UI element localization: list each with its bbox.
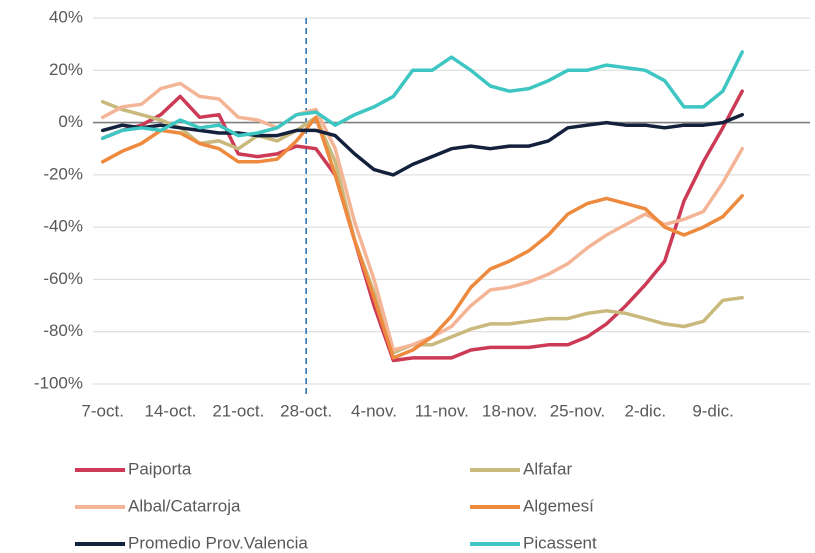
x-tick-label: 4-nov. <box>351 401 397 420</box>
y-tick-label: -80% <box>43 321 83 340</box>
legend-label: Promedio Prov.Valencia <box>128 533 308 552</box>
x-tick-label: 2-dic. <box>624 401 666 420</box>
x-tick-label: 28-oct. <box>280 401 332 420</box>
legend-label: Picassent <box>523 533 597 552</box>
y-tick-label: 20% <box>49 60 83 79</box>
y-tick-label: -40% <box>43 217 83 236</box>
y-tick-label: 40% <box>49 7 83 26</box>
x-tick-label: 21-oct. <box>212 401 264 420</box>
legend-label: Albal/Catarroja <box>128 496 241 515</box>
legend-label: Algemesí <box>523 496 594 515</box>
y-tick-label: 0% <box>58 112 83 131</box>
series-line <box>100 89 744 363</box>
x-tick-label: 11-nov. <box>415 401 469 420</box>
y-tick-label: -100% <box>34 373 83 392</box>
y-tick-label: -20% <box>43 164 83 183</box>
series-line <box>100 115 744 360</box>
legend-label: Alfafar <box>523 459 572 478</box>
series-line <box>100 50 744 141</box>
x-tick-label: 7-oct. <box>81 401 124 420</box>
y-tick-label: -60% <box>43 269 83 288</box>
x-tick-label: 9-dic. <box>692 401 734 420</box>
x-tick-label: 14-oct. <box>145 401 197 420</box>
x-tick-label: 25-nov. <box>550 401 605 420</box>
series-line <box>100 81 744 352</box>
x-tick-label: 18-nov. <box>482 401 537 420</box>
legend-label: Paiporta <box>128 459 192 478</box>
series-line <box>100 112 744 177</box>
